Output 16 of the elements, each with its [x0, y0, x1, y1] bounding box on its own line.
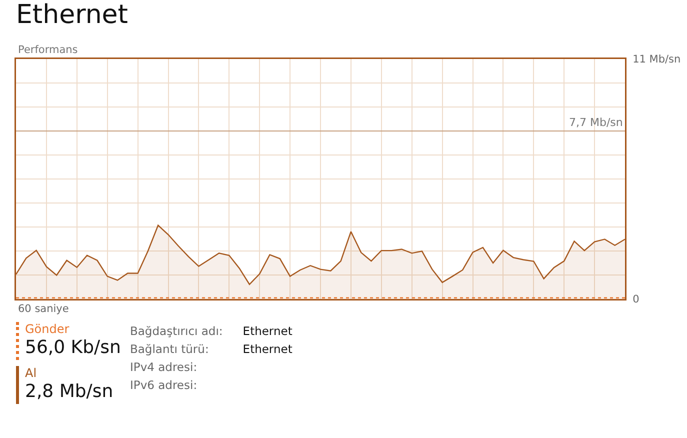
y-axis-title: Performans [18, 44, 78, 56]
text: Bağdaştırıcı adı: [130, 324, 223, 340]
text: 56,0 Kb/sn [25, 336, 122, 360]
text: 2,8 Mb/sn [25, 380, 114, 404]
text: Ethernet [242, 324, 292, 340]
text: Al [25, 366, 38, 380]
y-tick-label: 11 Mb/sn [632, 54, 681, 66]
ref-line-label: 7,7 Mb/sn [569, 116, 623, 129]
text: Bağlantı türü: [130, 342, 210, 358]
text: IPv6 adresi: [130, 378, 198, 394]
text: 60 saniye [18, 303, 69, 315]
y-tick-label: 0 [632, 294, 640, 306]
text: Ethernet [242, 342, 292, 358]
text: IPv4 adresi: [130, 360, 198, 376]
text: Gönder [25, 322, 70, 336]
chart-title: Ethernet [16, 0, 128, 30]
